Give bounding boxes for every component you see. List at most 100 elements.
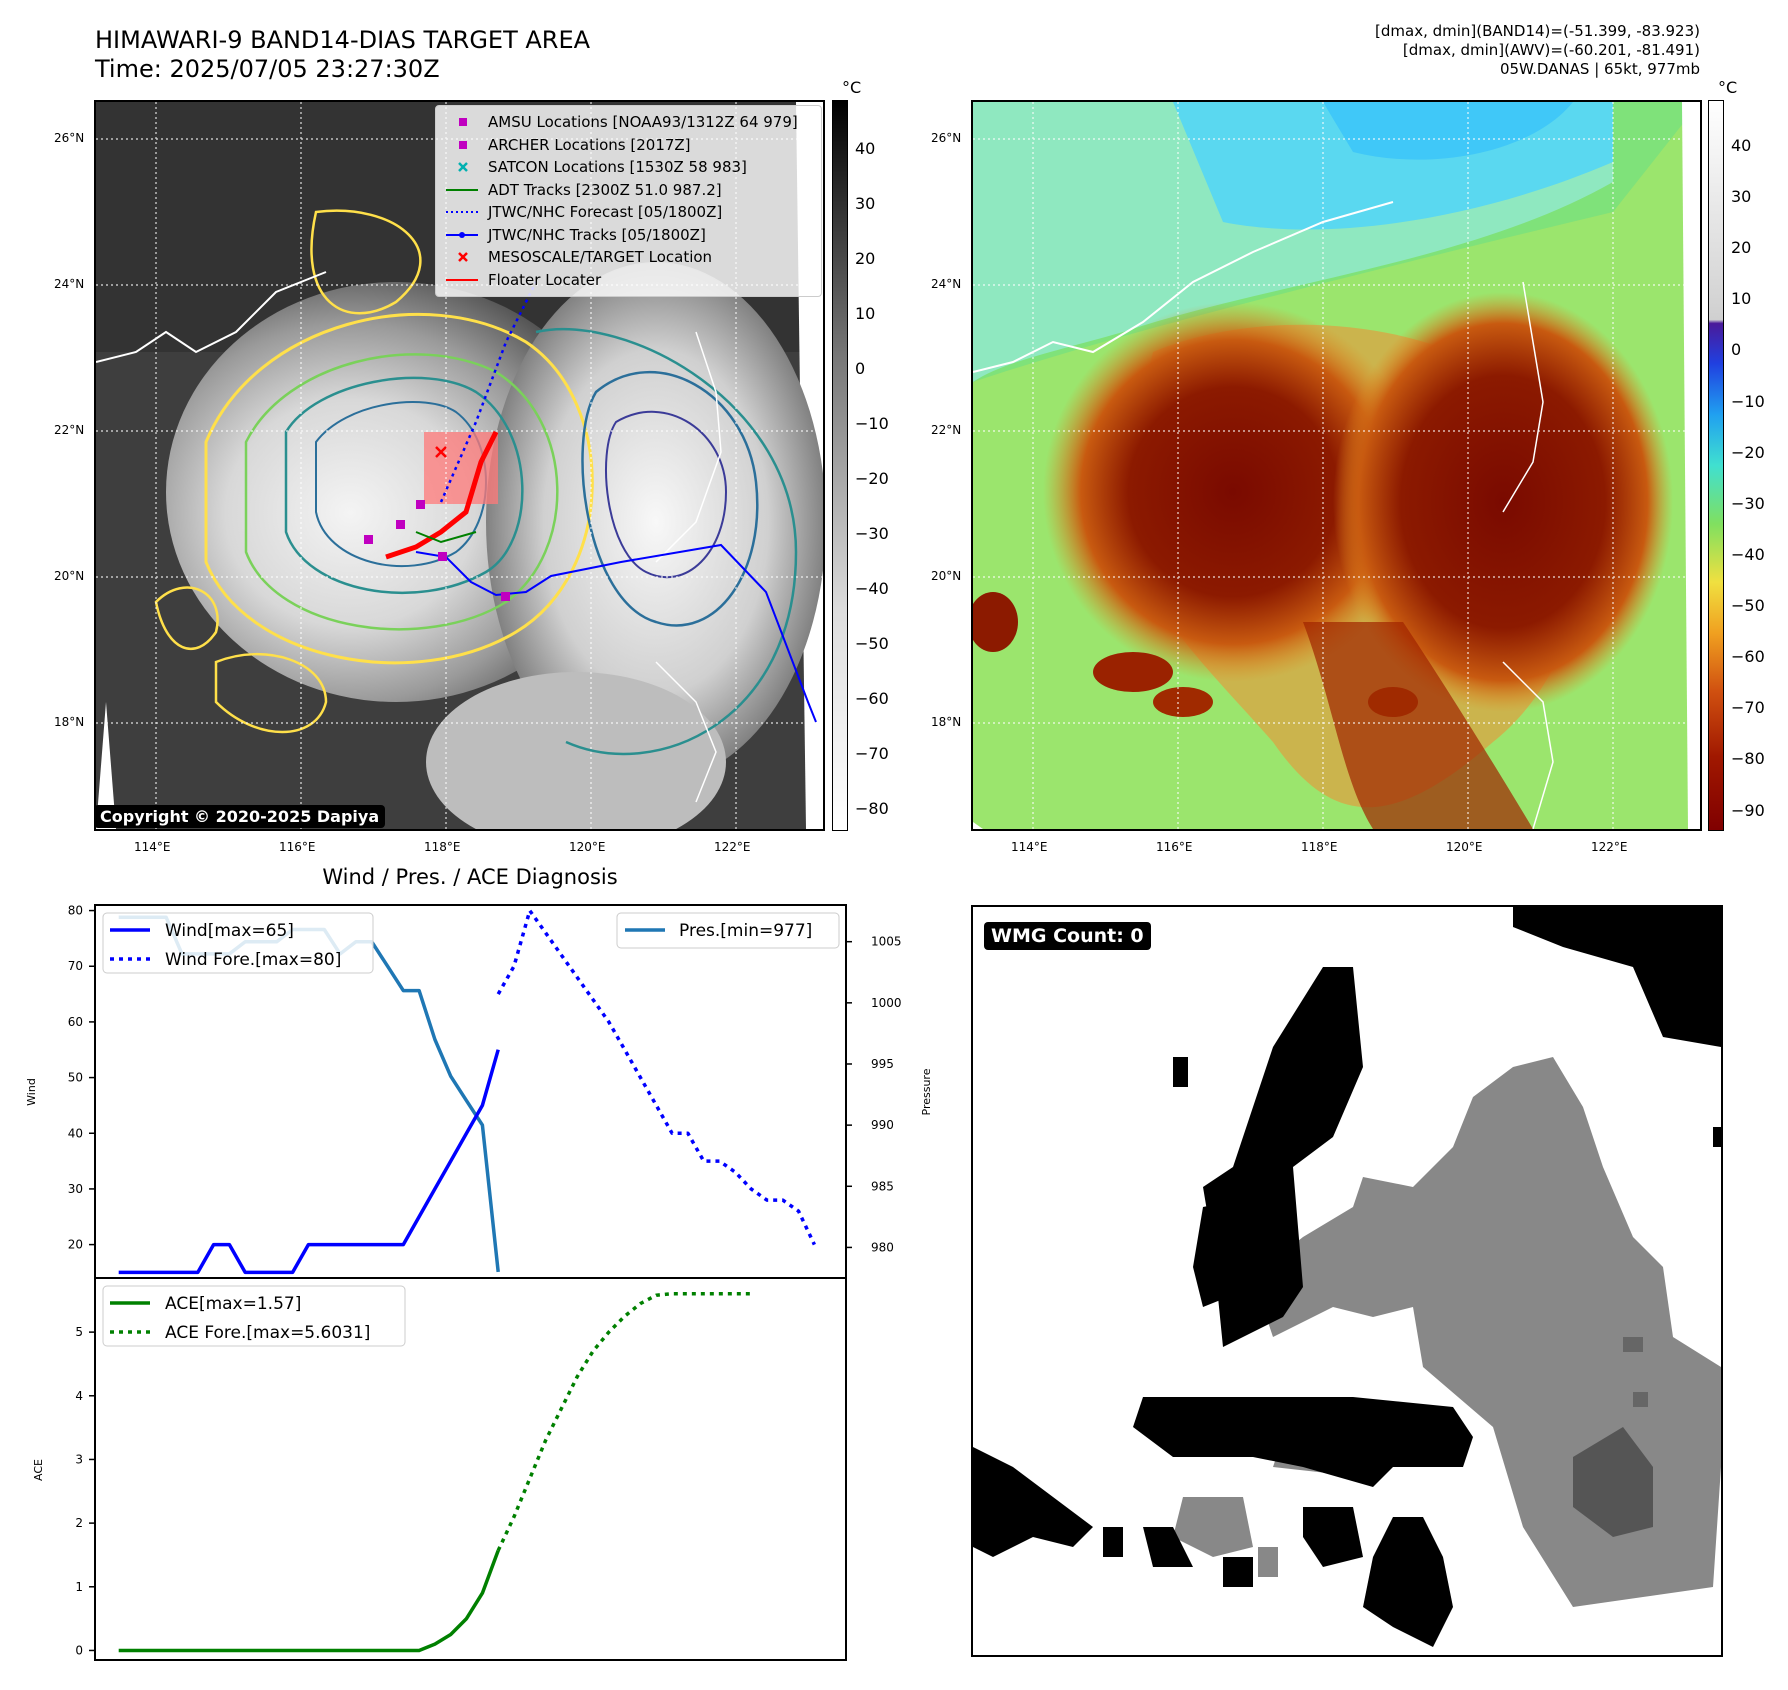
map-legend-entry: JTWC/NHC Tracks [05/1800Z] xyxy=(442,224,815,247)
colorbar-tick-label: 40 xyxy=(855,139,876,159)
axis-tick-label: 80 xyxy=(68,904,83,918)
legend-marker-icon xyxy=(459,118,467,127)
awv-map-image xyxy=(973,102,1700,829)
title-line-1: HIMAWARI-9 BAND14-DIAS TARGET AREA xyxy=(95,26,591,54)
figure-title: HIMAWARI-9 BAND14-DIAS TARGET AREA Time:… xyxy=(95,26,590,84)
series-line xyxy=(118,1049,500,1275)
colorbar-tick-label: −40 xyxy=(855,579,889,599)
colorbar-tick-label: 30 xyxy=(855,194,876,214)
legend-marker-icon xyxy=(446,231,478,238)
map-lat-label: 22°N xyxy=(931,423,962,437)
colorbar-tick-label: 10 xyxy=(1731,289,1752,309)
colorbar-tick-label: −60 xyxy=(1731,647,1765,667)
jtwc-forecast-line xyxy=(439,281,538,503)
ir-map-panel xyxy=(94,100,825,831)
map-lon-label: 122°E xyxy=(1591,840,1628,854)
axis-tick-label: 5 xyxy=(75,1325,83,1339)
map-legend-entry: ADT Tracks [2300Z 51.0 987.2] xyxy=(442,179,815,202)
diagnosis-chart: Wind / Pres. / ACE Diagnosis 20304050607… xyxy=(25,865,930,1661)
axis-tick-label: 995 xyxy=(871,1057,894,1071)
colorbar-tick-label: 10 xyxy=(855,304,876,324)
wind-axis-label: Wind xyxy=(25,1078,38,1106)
pressure-axis-label: Pressure xyxy=(920,1068,930,1115)
wmg-count-label: WMG Count: 0 xyxy=(984,922,1151,950)
axis-tick-label: 980 xyxy=(871,1240,894,1254)
colorbar-tick-label: −10 xyxy=(855,414,889,434)
info-block: [dmax, dmin](BAND14)=(-51.399, -83.923) … xyxy=(1375,22,1700,79)
map-lat-label: 18°N xyxy=(931,715,962,729)
map-lat-label: 26°N xyxy=(54,131,85,145)
axis-tick-label: 30 xyxy=(68,1182,83,1196)
awv-map-panel xyxy=(971,100,1702,831)
axis-tick-label: 20 xyxy=(68,1238,83,1252)
map-legend-label: AMSU Locations [NOAA93/1312Z 64 979] xyxy=(488,113,798,132)
map-lat-label: 24°N xyxy=(54,277,85,291)
ir-map-image xyxy=(96,102,823,829)
axis-tick-label: 4 xyxy=(75,1389,83,1403)
map-legend-label: ADT Tracks [2300Z 51.0 987.2] xyxy=(488,180,722,199)
map-lat-label: 22°N xyxy=(54,423,85,437)
colorbar-right xyxy=(1708,100,1724,831)
colorbar-tick-label: −50 xyxy=(855,634,889,654)
colorbar-tick-label: −80 xyxy=(1731,749,1765,769)
colorbar-tick-label: −20 xyxy=(1731,442,1765,462)
map-legend-label: Floater Locater xyxy=(488,270,602,289)
colorbar-tick-label: 30 xyxy=(1731,187,1752,207)
ace-axes xyxy=(94,1277,847,1661)
legend-marker-icon xyxy=(458,252,468,263)
target-area-box xyxy=(424,432,498,504)
legend-wind-forecast: Wind Fore.[max=80] xyxy=(165,950,341,970)
amsu-archer-markers xyxy=(364,500,510,601)
map-lon-label: 116°E xyxy=(1156,840,1193,854)
axis-tick-label: 3 xyxy=(75,1452,83,1466)
colorbar-tick-label: −40 xyxy=(1731,544,1765,564)
axis-tick-label: 990 xyxy=(871,1118,894,1132)
axis-tick-label: 60 xyxy=(68,1015,83,1029)
legend-marker-icon xyxy=(446,278,478,281)
colorbar-tick-label: −70 xyxy=(855,744,889,764)
map-lon-label: 114°E xyxy=(1011,840,1048,854)
series-line xyxy=(118,1549,500,1653)
map-legend-entry: ARCHER Locations [2017Z] xyxy=(442,134,815,157)
colorbar-left-unit: °C xyxy=(842,78,862,97)
colorbar-tick-label: 20 xyxy=(1731,238,1752,258)
legend-wind: Wind[max=65] xyxy=(165,921,294,941)
colorbar-tick-label: 40 xyxy=(1731,136,1752,155)
colorbar-tick-label: −90 xyxy=(1731,800,1765,820)
adt-track-line xyxy=(415,531,477,544)
chart-title: Wind / Pres. / ACE Diagnosis xyxy=(322,865,617,889)
map-lat-label: 24°N xyxy=(931,277,962,291)
map-lat-label: 18°N xyxy=(54,715,85,729)
axis-tick-label: 985 xyxy=(871,1179,894,1193)
map-legend: AMSU Locations [NOAA93/1312Z 64 979] ARCH… xyxy=(435,105,822,297)
info-line-2: [dmax, dmin](AWV)=(-60.201, -81.491) xyxy=(1402,41,1700,59)
colorbar-tick-label: −10 xyxy=(1731,391,1765,411)
map-lat-label: 20°N xyxy=(54,569,85,583)
axis-tick-label: 70 xyxy=(68,959,83,973)
legend-marker-icon xyxy=(459,140,467,149)
ace-legend: ACE[max=1.57] ACE Fore.[max=5.6031] xyxy=(102,1285,406,1347)
colorbar-left xyxy=(832,100,848,831)
legend-ace: ACE[max=1.57] xyxy=(165,1294,301,1314)
map-legend-label: MESOSCALE/TARGET Location xyxy=(488,248,713,267)
map-legend-label: SATCON Locations [1530Z 58 983] xyxy=(488,158,747,177)
wmg-panel xyxy=(971,905,1723,1657)
wind-legend: Wind[max=65] Wind Fore.[max=80] xyxy=(102,912,374,974)
axis-tick-label: 1000 xyxy=(871,996,902,1010)
colorbar-tick-label: −60 xyxy=(855,689,889,709)
map-lon-label: 114°E xyxy=(134,840,171,854)
axis-tick-label: 1005 xyxy=(871,935,902,949)
legend-ace-forecast: ACE Fore.[max=5.6031] xyxy=(165,1323,370,1343)
colorbar-tick-label: −30 xyxy=(1731,493,1765,513)
map-lon-label: 120°E xyxy=(1446,840,1483,854)
pressure-legend: Pres.[min=977] xyxy=(616,912,840,949)
map-legend-label: ARCHER Locations [2017Z] xyxy=(488,135,691,154)
map-legend-entry: JTWC/NHC Forecast [05/1800Z] xyxy=(442,201,815,224)
legend-marker-icon xyxy=(446,211,478,214)
ace-axis-label: ACE xyxy=(32,1459,45,1481)
title-line-2: Time: 2025/07/05 23:27:30Z xyxy=(95,55,440,83)
colorbar-tick-label: −70 xyxy=(1731,698,1765,718)
colorbar-tick-label: 0 xyxy=(855,359,866,379)
axis-tick-label: 50 xyxy=(68,1071,83,1085)
wmg-image xyxy=(973,907,1721,1647)
